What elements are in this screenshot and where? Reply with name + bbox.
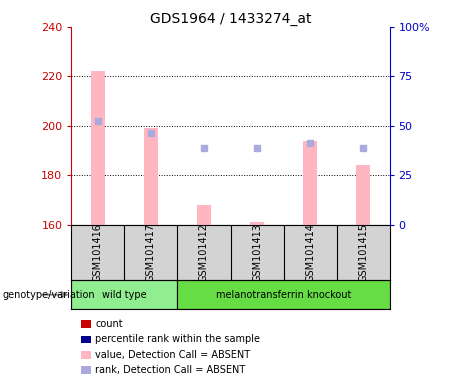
Text: melanotransferrin knockout: melanotransferrin knockout <box>216 290 351 300</box>
Text: value, Detection Call = ABSENT: value, Detection Call = ABSENT <box>95 350 250 360</box>
Text: GSM101416: GSM101416 <box>93 223 103 282</box>
Text: GSM101417: GSM101417 <box>146 223 156 282</box>
Bar <box>302 141 318 225</box>
Bar <box>71 280 177 309</box>
Text: GSM101415: GSM101415 <box>358 223 368 282</box>
Title: GDS1964 / 1433274_at: GDS1964 / 1433274_at <box>150 12 311 26</box>
Bar <box>90 71 106 225</box>
Text: rank, Detection Call = ABSENT: rank, Detection Call = ABSENT <box>95 365 246 375</box>
Text: GSM101413: GSM101413 <box>252 223 262 282</box>
Text: GSM101412: GSM101412 <box>199 223 209 282</box>
Text: genotype/variation: genotype/variation <box>2 290 95 300</box>
Bar <box>249 222 265 225</box>
Bar <box>355 165 371 225</box>
Text: percentile rank within the sample: percentile rank within the sample <box>95 334 260 344</box>
Text: wild type: wild type <box>102 290 147 300</box>
Bar <box>143 128 159 225</box>
Text: count: count <box>95 319 123 329</box>
Bar <box>177 280 390 309</box>
Text: GSM101414: GSM101414 <box>305 223 315 282</box>
Bar <box>196 205 212 225</box>
